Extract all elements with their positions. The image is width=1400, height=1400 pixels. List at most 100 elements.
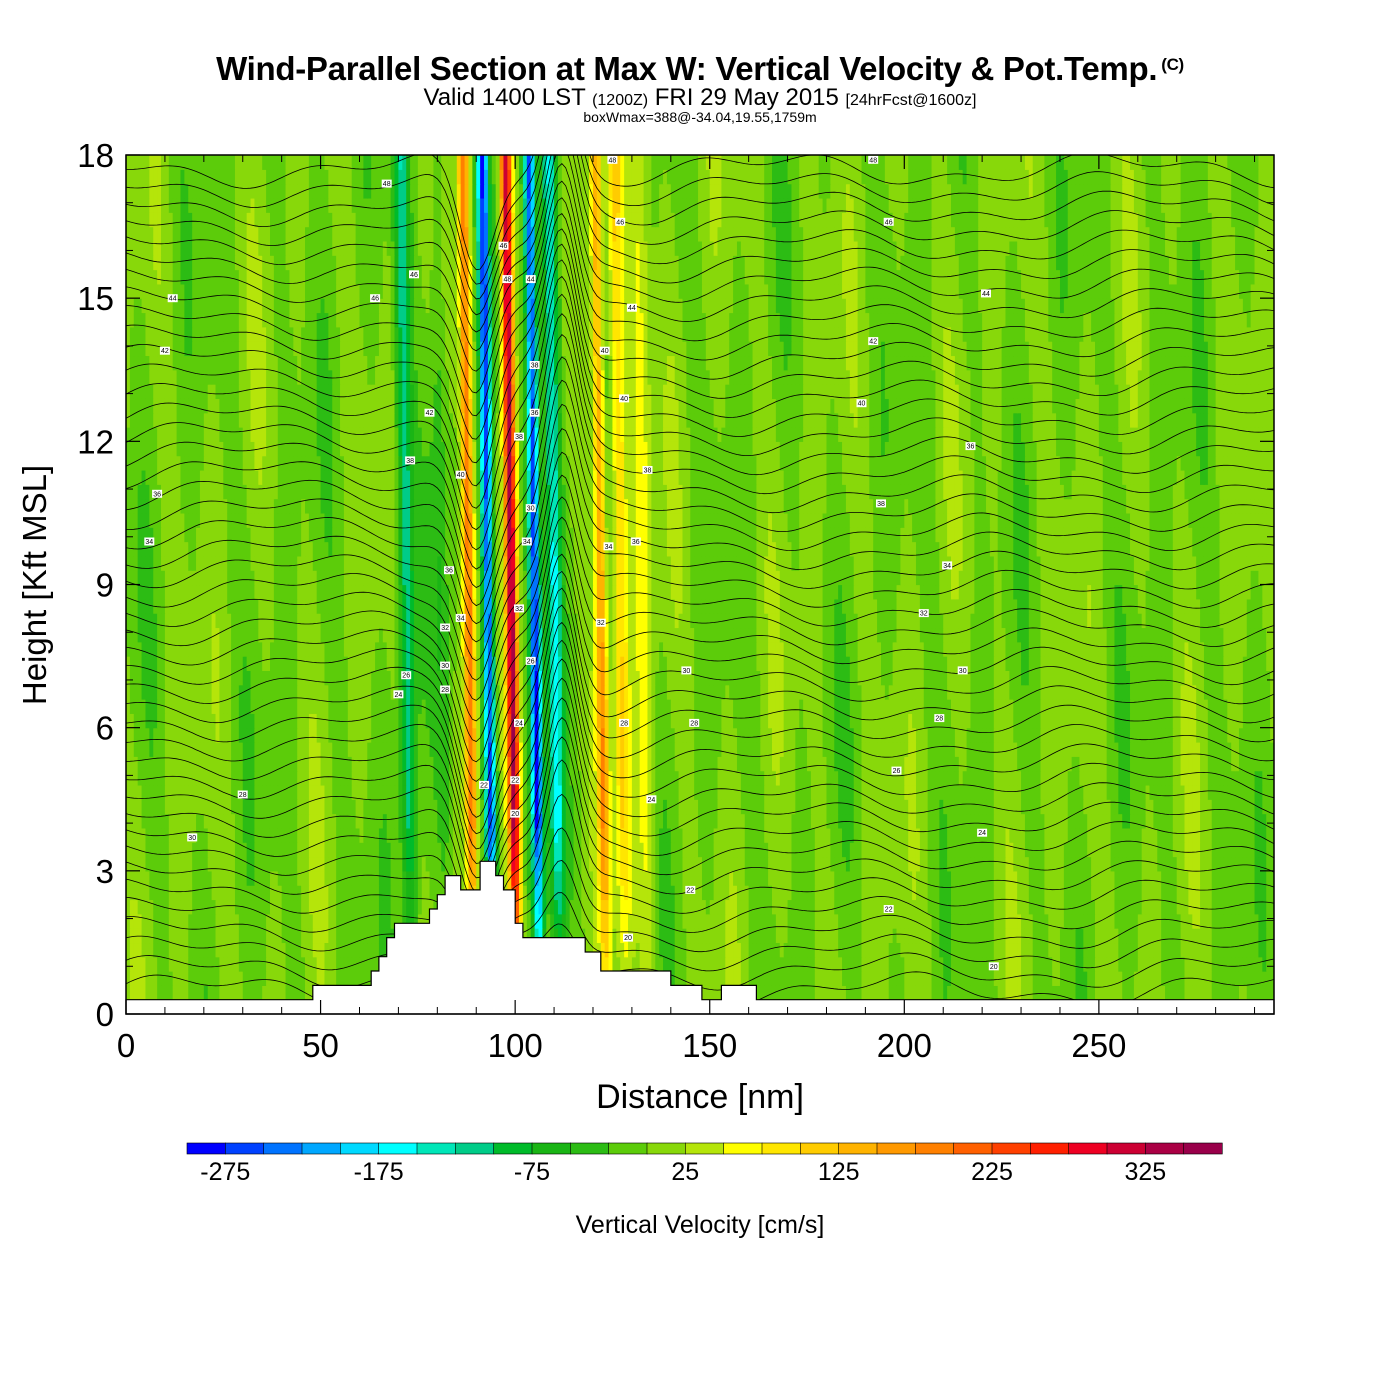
- velocity-cell: [417, 784, 423, 800]
- velocity-cell: [939, 985, 944, 1001]
- velocity-cell: [943, 899, 948, 915]
- velocity-cell: [211, 928, 217, 944]
- velocity-cell: [1040, 813, 1045, 829]
- velocity-cell: [787, 985, 793, 1001]
- velocity-cell: [970, 971, 975, 986]
- velocity-cell: [647, 827, 652, 843]
- velocity-cell: [192, 770, 197, 786]
- velocity-cell: [192, 942, 197, 958]
- velocity-cell: [919, 870, 925, 886]
- velocity-cell: [250, 799, 256, 815]
- velocity-cell: [651, 885, 656, 901]
- velocity-cell: [429, 799, 435, 815]
- velocity-cell: [1114, 784, 1119, 800]
- velocity-cell: [834, 842, 839, 858]
- velocity-cell: [892, 813, 898, 829]
- velocity-cell: [713, 842, 719, 858]
- velocity-cell: [1188, 913, 1193, 929]
- velocity-cell: [982, 799, 987, 815]
- velocity-cell: [441, 885, 446, 901]
- velocity-cell: [958, 885, 964, 901]
- velocity-cell: [966, 870, 972, 886]
- velocity-cell: [1203, 813, 1209, 829]
- velocity-cell: [915, 799, 921, 815]
- velocity-cell: [721, 942, 726, 958]
- velocity-cell: [694, 956, 699, 972]
- velocity-cell: [954, 856, 960, 872]
- velocity-cell: [1153, 770, 1158, 786]
- velocity-cell: [705, 971, 711, 986]
- velocity-cell: [616, 885, 621, 901]
- velocity-cell: [308, 928, 314, 944]
- velocity-cell: [164, 813, 170, 829]
- velocity-cell: [1165, 870, 1170, 886]
- velocity-cell: [822, 899, 828, 915]
- velocity-cell: [709, 956, 715, 972]
- velocity-cell: [799, 784, 804, 800]
- velocity-cell: [892, 899, 898, 915]
- velocity-cell: [869, 770, 874, 786]
- velocity-cell: [1087, 770, 1092, 786]
- velocity-cell: [993, 942, 999, 958]
- velocity-cell: [340, 885, 345, 901]
- velocity-cell: [744, 799, 750, 815]
- velocity-cell: [1262, 928, 1267, 944]
- velocity-cell: [1118, 842, 1123, 858]
- velocity-cell: [522, 770, 528, 786]
- velocity-cell: [168, 928, 174, 944]
- velocity-cell: [550, 827, 555, 843]
- velocity-cell: [1087, 842, 1092, 858]
- velocity-cell: [651, 770, 656, 786]
- velocity-cell: [320, 913, 326, 929]
- velocity-cell: [437, 799, 442, 815]
- velocity-cell: [1176, 827, 1182, 843]
- velocity-cell: [569, 827, 575, 843]
- velocity-cell: [666, 856, 672, 872]
- velocity-cell: [596, 870, 602, 886]
- velocity-cell: [873, 784, 878, 800]
- velocity-cell: [1149, 985, 1154, 1001]
- velocity-cell: [830, 784, 835, 800]
- velocity-cell: [982, 956, 987, 972]
- velocity-cell: [231, 985, 236, 1001]
- velocity-cell: [211, 856, 217, 872]
- velocity-cell: [643, 813, 649, 829]
- velocity-cell: [799, 885, 804, 901]
- velocity-cell: [1211, 827, 1217, 843]
- velocity-cell: [573, 856, 579, 872]
- velocity-cell: [678, 971, 684, 986]
- velocity-cell: [1036, 799, 1042, 815]
- velocity-cell: [1238, 885, 1244, 901]
- velocity-cell: [367, 799, 372, 815]
- velocity-cell: [701, 913, 707, 929]
- velocity-cell: [888, 956, 894, 972]
- velocity-cell: [978, 870, 983, 886]
- velocity-cell: [324, 885, 329, 901]
- velocity-cell: [604, 799, 610, 815]
- velocity-cell: [1024, 985, 1030, 1001]
- velocity-cell: [421, 856, 427, 872]
- velocity-cell: [787, 885, 793, 901]
- velocity-cell: [962, 842, 968, 858]
- velocity-cell: [717, 827, 722, 843]
- velocity-cell: [927, 799, 933, 815]
- velocity-cell: [958, 813, 964, 829]
- velocity-cell: [332, 942, 337, 958]
- velocity-cell: [717, 913, 722, 929]
- velocity-cell: [810, 985, 816, 1001]
- velocity-cell: [931, 956, 937, 972]
- velocity-cell: [161, 784, 166, 800]
- velocity-cell: [877, 985, 882, 1001]
- velocity-cell: [223, 799, 228, 815]
- velocity-cell: [915, 827, 921, 843]
- velocity-cell: [199, 813, 205, 829]
- velocity-cell: [997, 971, 1003, 986]
- velocity-cell: [1079, 956, 1084, 972]
- velocity-cell: [386, 784, 392, 800]
- velocity-cell: [935, 971, 940, 986]
- velocity-cell: [137, 784, 143, 800]
- velocity-cell: [783, 784, 789, 800]
- velocity-cell: [242, 856, 248, 872]
- velocity-cell: [608, 899, 614, 915]
- velocity-cell: [974, 799, 979, 815]
